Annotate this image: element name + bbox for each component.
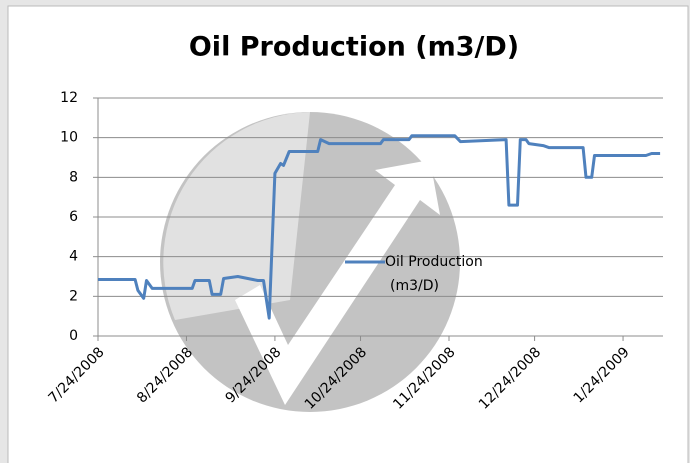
y-tick-label: 0 [69,328,78,344]
page: Oil Production (m3/D) 0246810127/24/2008… [0,0,690,463]
y-tick-label: 12 [60,90,78,106]
legend-label-line: (m3/D) [390,278,439,294]
y-tick-label: 10 [60,130,78,146]
legend-label-line: Oil Production [385,254,483,270]
y-tick-label: 6 [69,209,78,225]
y-tick-label: 2 [69,288,78,304]
y-tick-label: 8 [69,169,78,185]
chart: Oil Production (m3/D) 0246810127/24/2008… [0,0,690,463]
chart-title: Oil Production (m3/D) [189,32,519,63]
y-tick-label: 4 [69,249,78,265]
